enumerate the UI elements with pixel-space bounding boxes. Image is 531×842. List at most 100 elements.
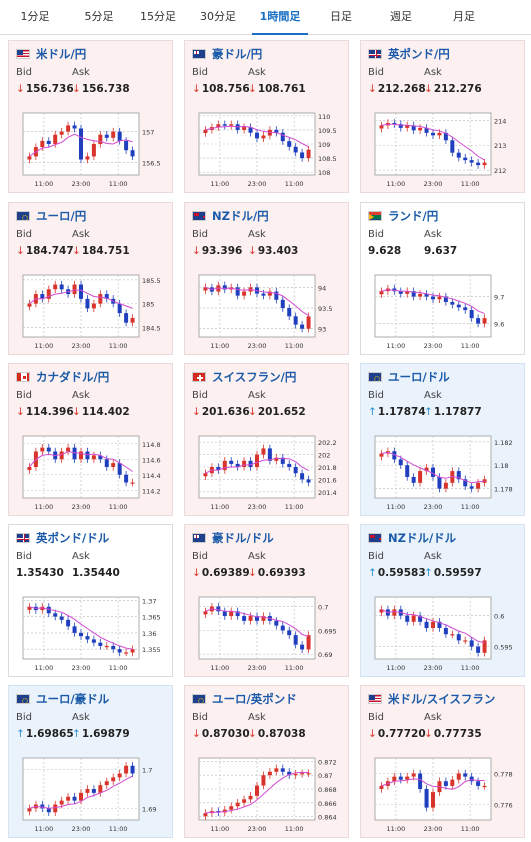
candle-body: [261, 135, 266, 139]
currency-pair-name[interactable]: ユーロ/英ポンド: [212, 692, 297, 706]
mini-candlestick-chart[interactable]: 1.37 1.365 1.36 1.355 11:00 23:00 11:00: [17, 593, 167, 673]
candle-body: [437, 296, 442, 300]
currency-card[interactable]: ユーロ/ドル Bid Ask ↑1.17874 ↑1.17877 1.182 1.18 1.1…: [360, 363, 525, 516]
currency-pair-name[interactable]: カナダドル/円: [36, 370, 110, 384]
mini-candlestick-chart[interactable]: 0.872 0.87 0.868 0.866 0.864 11:00 23:00 11:00: [193, 754, 343, 834]
tab-daily[interactable]: 日足: [330, 10, 352, 23]
currency-pair-name[interactable]: NZドル/ドル: [388, 531, 457, 545]
x-tick-label: 11:00: [109, 342, 128, 350]
tab-1min[interactable]: 1分足: [20, 10, 50, 23]
candle-body: [424, 127, 429, 133]
currency-pair-name[interactable]: 英ポンド/円: [388, 47, 450, 61]
moving-average-line: [381, 778, 485, 790]
tab-weekly[interactable]: 週足: [390, 10, 412, 23]
candle-body: [300, 644, 305, 650]
moving-average-line: [205, 608, 309, 638]
tab-30min[interactable]: 30分足: [200, 10, 236, 23]
tab-monthly[interactable]: 月足: [453, 10, 475, 23]
mini-candlestick-chart[interactable]: 185.5 185 184.5 11:00 23:00 11:00: [17, 271, 167, 351]
candle-body: [235, 611, 240, 617]
currency-pair-name[interactable]: ランド/円: [388, 209, 439, 223]
currency-card[interactable]: NZドル/ドル Bid Ask ↑0.59583 ↑0.59597 0.6 0.595 11:…: [360, 524, 525, 677]
currency-card[interactable]: ランド/円 Bid Ask 9.628 9.637 9.7 9.6 11:00 23:00 11:…: [360, 202, 525, 355]
ask-label: Ask: [424, 67, 442, 78]
currency-card[interactable]: 豪ドル/ドル Bid Ask ↓0.69389 ↓0.69393 0.7 0.695 0.69…: [184, 524, 349, 677]
candle-body: [248, 795, 253, 800]
mini-candlestick-chart[interactable]: 1.7 1.69 11:00 23:00 11:00: [17, 754, 167, 834]
currency-pair-name[interactable]: 米ドル/円: [36, 47, 87, 61]
y-tick-label: 114.6: [142, 456, 161, 464]
us-flag-icon: [16, 49, 30, 59]
candle-body: [255, 132, 259, 139]
candle-body: [392, 609, 397, 616]
bid-value: ↓201.636: [192, 406, 250, 418]
currency-pair-name[interactable]: 英ポンド/ドル: [36, 531, 110, 545]
currency-card[interactable]: 米ドル/円 Bid Ask ↓156.736 ↓156.738 157 156.5 11:00…: [8, 40, 173, 193]
bid-value: ↓156.736: [16, 83, 74, 95]
candle-body: [443, 628, 448, 635]
candle-body: [46, 606, 51, 614]
currency-pair-name[interactable]: 豪ドル/ドル: [212, 531, 274, 545]
currency-card[interactable]: ユーロ/豪ドル Bid Ask ↑1.69865 ↑1.69879 1.7 1.69 11:0…: [8, 685, 173, 838]
candle-body: [229, 124, 234, 126]
candle-body: [111, 131, 116, 138]
tab-5min[interactable]: 5分足: [84, 10, 114, 23]
candle-body: [242, 799, 247, 803]
currency-pair-name[interactable]: ユーロ/ドル: [388, 370, 450, 384]
candle-body: [300, 152, 305, 159]
ask-value: ↓184.751: [72, 245, 130, 257]
mini-candlestick-chart[interactable]: 114.8 114.6 114.4 114.2 11:00 23:00 11:00: [17, 432, 167, 512]
currency-pair-name[interactable]: NZドル/円: [212, 209, 269, 223]
currency-card[interactable]: 米ドル/スイスフラン Bid Ask ↓0.77720 ↓0.77735 0.778 0.7…: [360, 685, 525, 838]
candle-body: [463, 640, 468, 642]
currency-card[interactable]: カナダドル/円 Bid Ask ↓114.396 ↓114.402 114.8 114.6 1…: [8, 363, 173, 516]
candle-body: [261, 448, 266, 455]
candle-body: [456, 634, 461, 641]
currency-card[interactable]: NZドル/円 Bid Ask ↓93.396 ↓93.403 94 93.5 93 11:00 2…: [184, 202, 349, 355]
mini-candlestick-chart[interactable]: 9.7 9.6 11:00 23:00 11:00: [369, 271, 519, 351]
candle-body: [242, 291, 247, 296]
mini-candlestick-chart[interactable]: 202.2 202 201.8 201.6 201.4 11:00 23:00 11:00: [193, 432, 343, 512]
moving-average-line: [29, 289, 133, 309]
ca-flag-icon: [16, 372, 30, 382]
currency-card[interactable]: 英ポンド/円 Bid Ask ↓212.268 ↓212.276 214 213 212 11:…: [360, 40, 525, 193]
currency-card[interactable]: ユーロ/円 Bid Ask ↓184.747 ↓184.751 185.5 185 184.5…: [8, 202, 173, 355]
candle-body: [456, 304, 461, 308]
tab-15min[interactable]: 15分足: [140, 10, 176, 23]
mini-candlestick-chart[interactable]: 157 156.5 11:00 23:00 11:00: [17, 109, 167, 189]
currency-pair-name[interactable]: 米ドル/スイスフラン: [388, 692, 496, 706]
candle-body: [443, 296, 448, 302]
y-tick-label: 202.2: [318, 439, 337, 447]
mini-candlestick-chart[interactable]: 110 109.5 109 108.5 108 11:00 23:00 11:00: [193, 109, 343, 189]
currency-card[interactable]: 英ポンド/ドル Bid Ask 1.35430 1.35440 1.37 1.365 1.36…: [8, 524, 173, 677]
candle-body: [248, 460, 253, 467]
mini-candlestick-chart[interactable]: 0.7 0.695 0.69 11:00 23:00 11:00: [193, 593, 343, 673]
mini-candlestick-chart[interactable]: 214 213 212 11:00 23:00 11:00: [369, 109, 519, 189]
currency-pair-name[interactable]: スイスフラン/円: [212, 370, 297, 384]
candle-body: [53, 804, 58, 813]
candle-body: [261, 775, 266, 786]
currency-pair-name[interactable]: 豪ドル/円: [212, 47, 263, 61]
currency-card[interactable]: スイスフラン/円 Bid Ask ↓201.636 ↓201.652 202.2 202 20…: [184, 363, 349, 516]
mini-candlestick-chart[interactable]: 94 93.5 93 11:00 23:00 11:00: [193, 271, 343, 351]
candle-body: [306, 773, 311, 775]
mini-candlestick-chart[interactable]: 0.6 0.595 11:00 23:00 11:00: [369, 593, 519, 673]
x-tick-label: 23:00: [248, 503, 267, 511]
y-tick-label: 185: [142, 301, 154, 309]
mini-candlestick-chart[interactable]: 0.778 0.776 11:00 23:00 11:00: [369, 754, 519, 834]
mini-candlestick-chart[interactable]: 1.182 1.18 1.178 11:00 23:00 11:00: [369, 432, 519, 512]
candle-body: [79, 792, 83, 801]
currency-pair-name[interactable]: ユーロ/円: [36, 209, 87, 223]
candle-body: [222, 611, 227, 617]
moving-average-line: [205, 286, 309, 317]
candle-body: [293, 467, 298, 474]
currency-card[interactable]: ユーロ/英ポンド Bid Ask ↓0.87030 ↓0.87038 0.872 0.87 0…: [184, 685, 349, 838]
candle-body: [450, 779, 455, 786]
tab-1hour[interactable]: 1時間足: [248, 0, 312, 35]
currency-pair-name[interactable]: ユーロ/豪ドル: [36, 692, 110, 706]
candle-body: [379, 125, 384, 129]
currency-card[interactable]: 豪ドル/円 Bid Ask ↓108.756 ↓108.761 110 109.5 109 10…: [184, 40, 349, 193]
candle-body: [46, 808, 51, 813]
y-tick-label: 184.5: [142, 324, 161, 332]
candle-body: [242, 127, 247, 130]
